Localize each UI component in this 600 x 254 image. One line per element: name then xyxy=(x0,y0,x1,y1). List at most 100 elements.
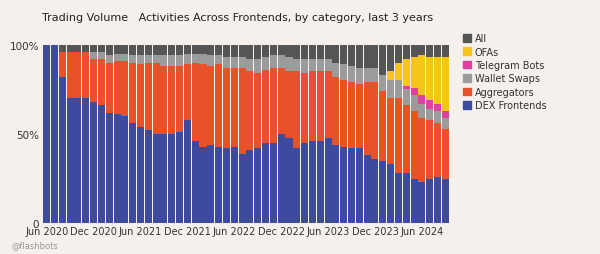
Bar xyxy=(364,83,371,156)
Bar xyxy=(98,60,105,106)
Bar xyxy=(145,131,152,224)
Bar xyxy=(442,118,449,129)
Bar xyxy=(442,111,449,118)
Bar xyxy=(254,149,261,224)
Bar xyxy=(247,60,253,72)
Bar xyxy=(74,99,82,224)
Text: @flashbots: @flashbots xyxy=(12,240,59,249)
Bar xyxy=(410,95,418,111)
Bar xyxy=(364,69,371,83)
Bar xyxy=(317,60,324,72)
Bar xyxy=(395,174,402,224)
Bar xyxy=(348,67,355,83)
Bar xyxy=(90,102,97,224)
Bar xyxy=(317,142,324,224)
Bar xyxy=(418,56,425,95)
Bar xyxy=(426,179,433,224)
Bar xyxy=(191,142,199,224)
Bar xyxy=(67,99,74,224)
Bar xyxy=(262,58,269,70)
Bar xyxy=(387,72,394,81)
Bar xyxy=(387,81,394,99)
Bar xyxy=(199,65,206,147)
Bar xyxy=(325,72,332,138)
Bar xyxy=(184,65,191,120)
Bar xyxy=(293,149,301,224)
Bar xyxy=(215,56,222,65)
Bar xyxy=(340,81,347,147)
Bar xyxy=(426,109,433,120)
Bar xyxy=(270,144,277,224)
Bar xyxy=(262,70,269,144)
Bar xyxy=(59,45,66,53)
Bar xyxy=(356,69,363,85)
Bar xyxy=(90,45,97,53)
Bar xyxy=(286,138,293,224)
Bar xyxy=(199,54,206,65)
Bar xyxy=(262,45,269,58)
Bar xyxy=(325,138,332,224)
Bar xyxy=(208,67,214,145)
Bar xyxy=(152,135,160,224)
Bar xyxy=(184,45,191,54)
Bar xyxy=(168,67,175,135)
Bar xyxy=(191,54,199,63)
Bar xyxy=(301,74,308,144)
Bar xyxy=(262,144,269,224)
Bar xyxy=(82,53,89,99)
Bar xyxy=(442,179,449,224)
Bar xyxy=(145,63,152,131)
Bar xyxy=(309,142,316,224)
Bar xyxy=(442,129,449,179)
Bar xyxy=(379,45,386,76)
Bar xyxy=(254,45,261,60)
Bar xyxy=(59,77,66,224)
Bar xyxy=(317,72,324,142)
Bar xyxy=(371,160,379,224)
Bar xyxy=(106,56,113,63)
Bar xyxy=(309,72,316,142)
Bar xyxy=(270,69,277,144)
Bar xyxy=(137,127,144,224)
Bar xyxy=(129,63,136,124)
Bar xyxy=(434,177,441,224)
Bar xyxy=(387,99,394,165)
Bar xyxy=(364,45,371,69)
Bar xyxy=(371,69,379,83)
Bar xyxy=(121,117,128,224)
Bar xyxy=(325,60,332,72)
Bar xyxy=(106,63,113,113)
Bar xyxy=(395,81,402,99)
Bar xyxy=(239,154,245,224)
Bar xyxy=(208,45,214,56)
Bar xyxy=(106,45,113,56)
Bar xyxy=(332,145,340,224)
Bar xyxy=(43,45,50,224)
Bar xyxy=(278,69,284,135)
Bar xyxy=(113,115,121,224)
Bar xyxy=(67,45,74,53)
Bar xyxy=(387,165,394,224)
Bar xyxy=(152,45,160,56)
Bar xyxy=(442,45,449,58)
Bar xyxy=(208,56,214,67)
Bar xyxy=(129,45,136,56)
Bar xyxy=(309,60,316,72)
Bar xyxy=(301,144,308,224)
Bar xyxy=(176,45,183,56)
Bar xyxy=(247,151,253,224)
Bar xyxy=(371,83,379,160)
Bar xyxy=(121,54,128,61)
Bar xyxy=(348,149,355,224)
Bar xyxy=(199,147,206,224)
Bar xyxy=(137,65,144,127)
Bar xyxy=(90,53,97,60)
Bar xyxy=(434,111,441,124)
Bar xyxy=(379,76,386,92)
Bar xyxy=(199,45,206,54)
Bar xyxy=(325,45,332,60)
Bar xyxy=(231,45,238,58)
Bar xyxy=(418,104,425,118)
Bar xyxy=(403,45,410,60)
Bar xyxy=(176,67,183,133)
